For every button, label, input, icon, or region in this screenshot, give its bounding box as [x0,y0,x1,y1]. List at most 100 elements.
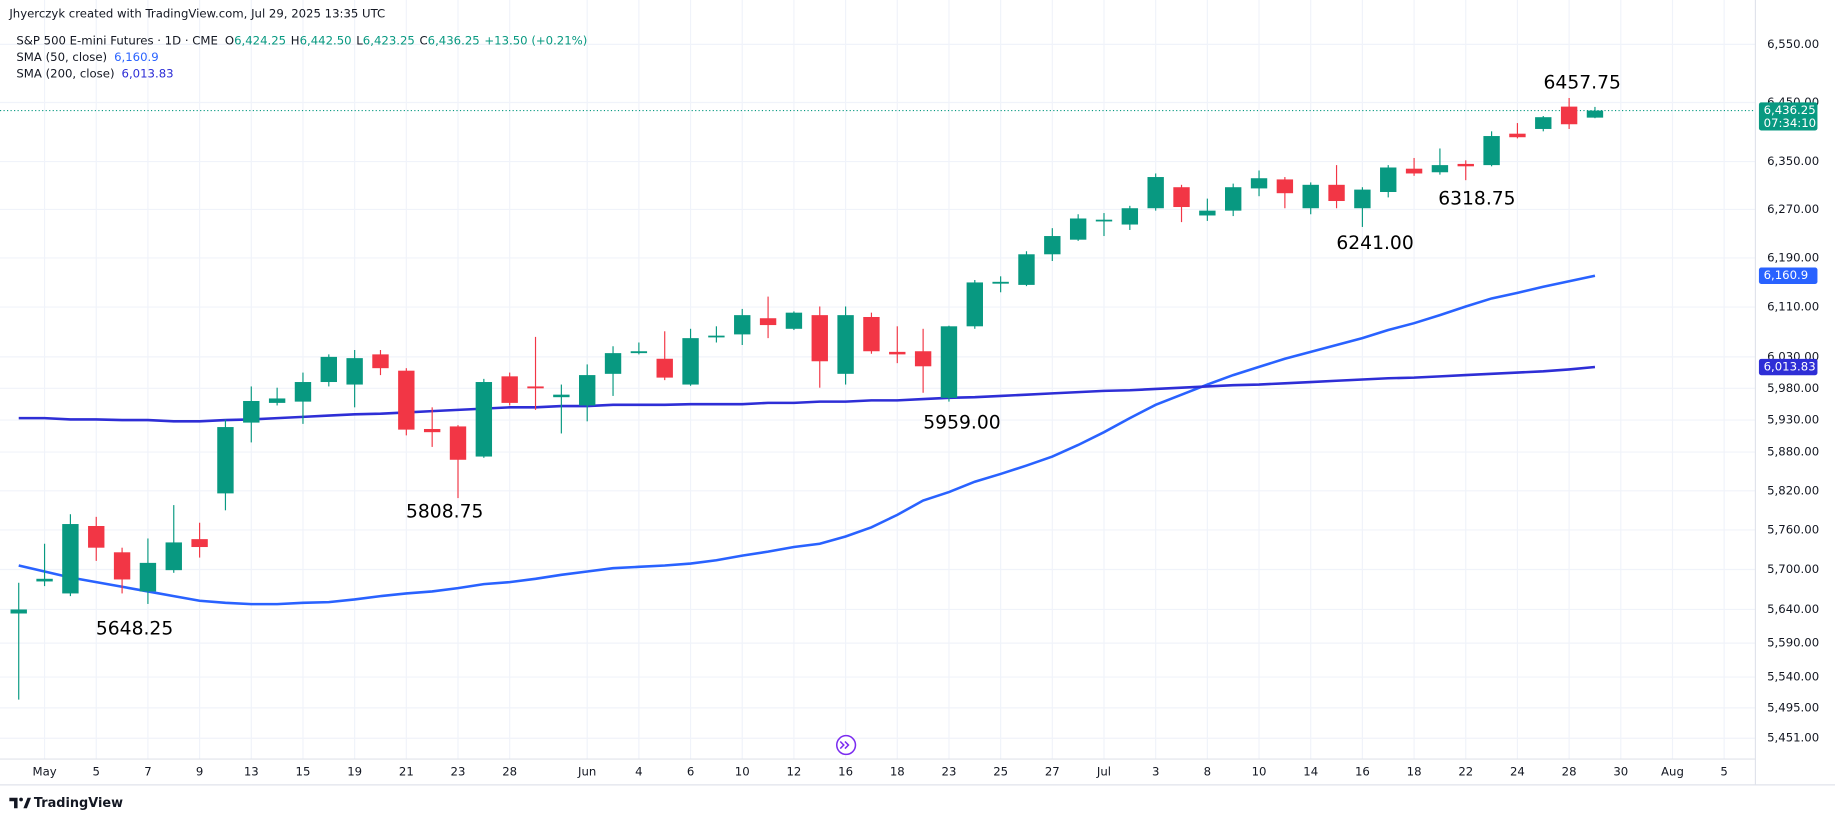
candle-body [62,524,79,594]
candle-body [579,375,596,406]
y-tick-label: 5,540.00 [1767,670,1819,684]
candle-body [1457,163,1474,167]
candle-body [1328,184,1345,202]
x-tick-label: Jul [1096,764,1111,778]
candle-body [1069,218,1087,240]
sma-line [18,274,1596,606]
x-tick-label: 27 [1045,764,1060,778]
x-tick-label: 9 [196,764,203,778]
candle-body [759,318,777,326]
candle-body [165,542,182,571]
jump-circle[interactable] [835,734,857,756]
x-tick-label: 7 [144,764,151,778]
y-tick-label: 5,820.00 [1767,483,1819,497]
candle-body [1276,179,1294,194]
candle-body [449,426,467,460]
ohlc-value: 6,423.25 [363,33,415,47]
candle-body [1121,208,1139,225]
candle-body [811,315,828,362]
annotation: 5648.25 [96,619,173,640]
y-tick-label: 5,760.00 [1767,522,1819,536]
candle-body [734,315,751,335]
candle-body [1560,106,1578,125]
sma-price-tag [1758,267,1818,284]
y-tick-label: 5,590.00 [1767,636,1819,650]
legend-name: SMA (200, close) [16,66,114,80]
x-tick-label: 30 [1613,764,1628,778]
candle-body [1250,178,1268,189]
candle-body [1302,184,1319,209]
candle-body [682,338,699,385]
ohlc-legend: O 6,424.25 H 6,442.50 L 6,423.25 C 6,436.25 +13.… [225,33,587,47]
candle-body [475,382,493,457]
candle-body [191,539,208,548]
annotation: 5808.75 [406,501,483,522]
candle-body [294,382,312,402]
candle-body [656,358,673,378]
candle-body [1431,165,1449,173]
candle-body [914,351,932,367]
legend-value: 6,013.83 [122,66,174,80]
annotation: 5959.00 [923,412,1000,433]
x-tick-label: 28 [1562,764,1577,778]
ohlc-value: 6,442.50 [300,33,352,47]
ohlc-key: H [291,33,300,47]
annotation: 6241.00 [1336,233,1413,254]
grid [0,0,1756,760]
candle-body [1483,136,1500,166]
brand-logo [9,797,32,809]
y-tick-label: 6,270.00 [1767,202,1819,216]
candle-body [217,427,234,494]
x-tick-label: 3 [1152,764,1159,778]
x-tick-label: 15 [296,764,311,778]
candle-body [501,376,518,403]
logo-dot [19,797,23,802]
x-tick-label: 13 [244,764,259,778]
x-tick-label: 23 [942,764,957,778]
candle-body [837,315,854,374]
x-tick-label: 16 [1355,764,1370,778]
candle-body [243,400,260,423]
y-tick-label: 5,700.00 [1767,562,1819,576]
y-tick-label: 5,930.00 [1767,413,1819,427]
y-tick-label: 6,110.00 [1767,300,1819,314]
annotation: 6457.75 [1544,73,1621,94]
ohlc-value: 6,436.25 [428,33,480,47]
candle-body [346,358,363,385]
x-tick-label: 28 [502,764,517,778]
sma-price-tag [1758,358,1818,376]
x-tick-label: 6 [687,764,694,778]
labels: 6,550.006,450.006,350.006,270.006,190.00… [32,37,1819,779]
sma-price-tag-label: 6,013.83 [1764,360,1816,374]
candle-body [940,326,958,398]
x-tick-label: 18 [890,764,905,778]
candle-body [708,335,725,338]
x-tick-label: 21 [399,764,414,778]
jump-arrows[interactable] [839,740,850,750]
candle-body [1405,168,1423,174]
candle-body [1509,133,1526,138]
x-tick-label: Aug [1661,764,1684,778]
candle-body [1535,117,1552,129]
y-tick-label: 6,550.00 [1767,37,1819,51]
candle-body [1173,187,1190,208]
jump-icon[interactable] [835,734,857,756]
legend-name: SMA (50, close) [16,50,107,64]
x-tick-label: 8 [1204,764,1211,778]
candle-body [320,356,337,383]
candle-body [1225,187,1242,211]
y-tick-label: 5,451.00 [1767,731,1819,745]
last-price-tag [1758,102,1818,131]
y-tick-label: 5,640.00 [1767,602,1819,616]
x-tick-label: Jun [577,764,596,778]
x-tick-label: 5 [1720,764,1727,778]
change: +13.50 (+0.21%) [484,33,587,47]
candle-body [113,552,131,580]
candle-body [1044,236,1061,255]
candle-body [10,609,27,614]
candle-body [992,281,1009,284]
x-tick-label: 12 [786,764,801,778]
ohlc-value: 6,424.25 [234,33,286,47]
